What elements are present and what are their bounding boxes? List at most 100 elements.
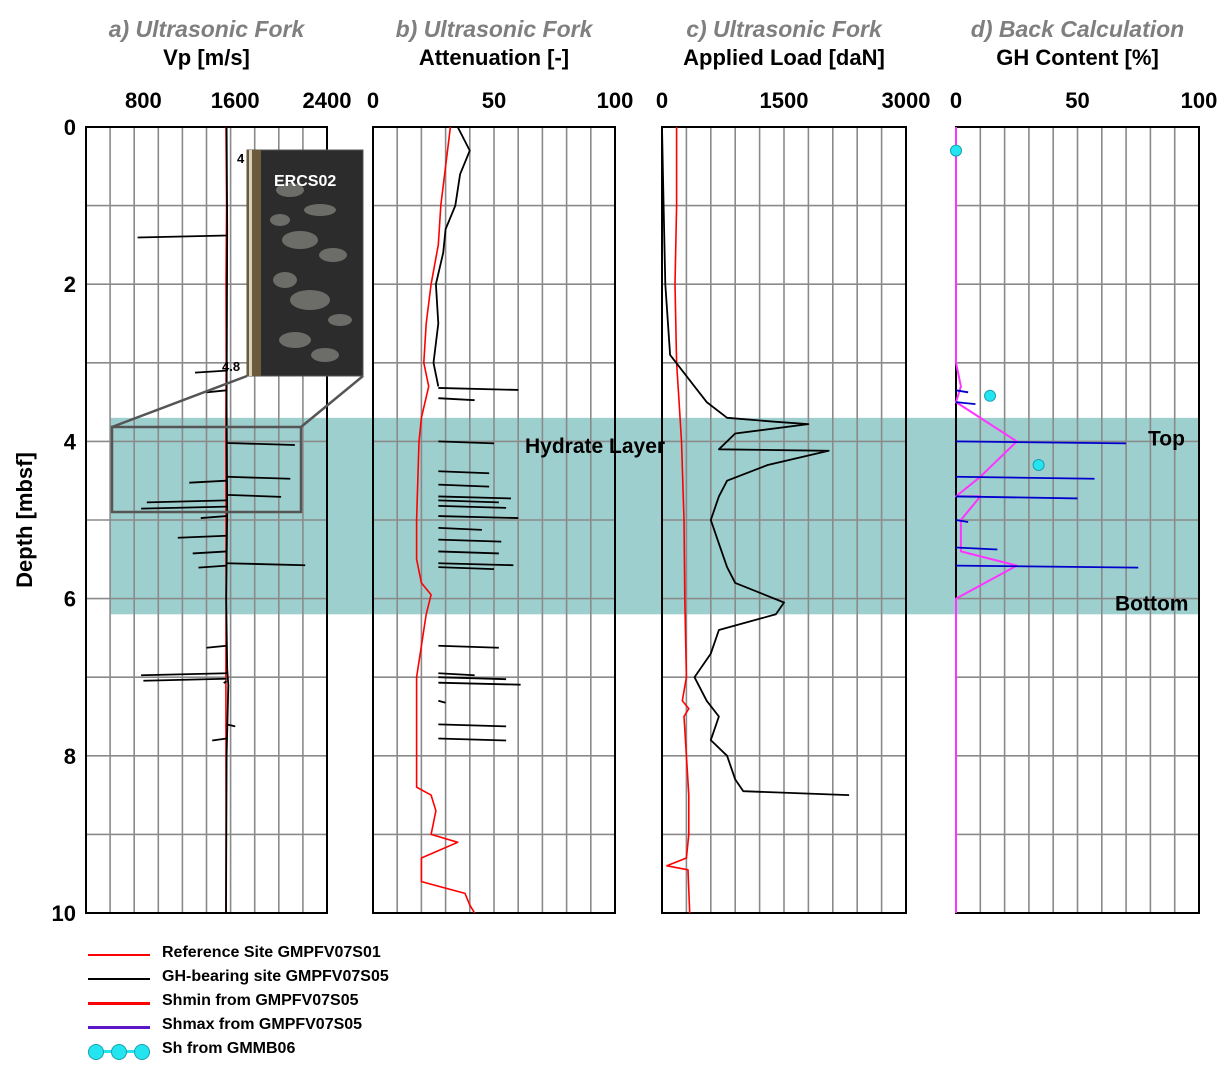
panel-b: 0 50 100 xyxy=(367,88,634,914)
x-tick-label: 50 xyxy=(1065,88,1089,113)
core-bottom-depth-label: 4.8 xyxy=(222,359,240,374)
series-spike xyxy=(438,397,475,402)
series-spike xyxy=(226,475,291,480)
sh-data-point xyxy=(984,389,997,402)
gas-hydrate-nodule xyxy=(304,204,336,216)
panel-subtitle-text: Vp [m/s] xyxy=(163,45,250,70)
legend-label: Reference Site GMPFV07S01 xyxy=(162,944,381,961)
series-spike xyxy=(438,526,482,531)
legend-line-gh-bearing xyxy=(88,978,150,980)
series-line xyxy=(415,126,476,914)
series-spike xyxy=(200,515,227,519)
panel-title-a: a) Ultrasonic Fork Vp [m/s] xyxy=(46,16,367,71)
x-tick-label: 0 xyxy=(656,88,668,113)
x-tick-label: 0 xyxy=(950,88,962,113)
series-spike xyxy=(226,442,295,446)
legend-item-gh-bearing: GH-bearing site GMPFV07S05 xyxy=(88,968,488,992)
y-tick-label: 6 xyxy=(64,587,76,612)
series-spike xyxy=(438,681,521,686)
series-spike xyxy=(438,676,507,681)
gas-hydrate-nodule xyxy=(270,214,290,226)
gas-hydrate-nodule xyxy=(311,348,339,362)
series-spike xyxy=(438,504,507,509)
sh-data-point xyxy=(1032,458,1045,471)
zoom-connector-line xyxy=(111,374,248,429)
series-spike xyxy=(189,479,227,484)
panel-subtitle-text: Attenuation [-] xyxy=(418,45,570,70)
panel-title-text: c) Ultrasonic Fork xyxy=(686,16,882,42)
panel-title-text: a) Ultrasonic Fork xyxy=(108,16,305,42)
series-spike xyxy=(192,550,227,555)
series-spike xyxy=(438,644,499,649)
series-spike xyxy=(212,737,227,742)
legend-line-shmax xyxy=(88,1026,150,1029)
series-spike xyxy=(206,389,227,394)
panel-title-text: d) Back Calculation xyxy=(970,16,1185,42)
legend-item-reference: Reference Site GMPFV07S01 xyxy=(88,944,488,968)
series-spike xyxy=(955,519,969,523)
series-spike xyxy=(438,737,507,742)
legend-label: Shmin from GMPFV07S05 xyxy=(162,992,359,1009)
series-spike xyxy=(198,564,227,569)
core-photo-texture xyxy=(247,150,352,376)
panel-frame xyxy=(372,126,616,914)
panel-title-c: c) Ultrasonic Fork Applied Load [daN] xyxy=(622,16,946,71)
series-spike xyxy=(194,369,227,374)
legend-label: Sh from GMMB06 xyxy=(162,1040,296,1057)
legend-item-shmax: Shmax from GMPFV07S05 xyxy=(88,1016,488,1040)
core-top-depth-label: 4 xyxy=(237,151,245,166)
legend-marker-sh xyxy=(134,1044,150,1060)
series-spike xyxy=(955,475,1095,480)
series-spike xyxy=(438,699,446,704)
x-tick-label: 0 xyxy=(367,88,379,113)
y-tick-label: 2 xyxy=(64,272,76,297)
legend-line-shmin xyxy=(88,1002,150,1005)
series-spike xyxy=(438,550,499,555)
core-photo-inset: ERCS02 4 4.8 xyxy=(110,149,364,514)
legend-marker-sh xyxy=(88,1044,104,1060)
y-axis-label: Depth [mbsf] xyxy=(12,452,37,588)
legend: Reference Site GMPFV07S01 GH-bearing sit… xyxy=(88,944,488,1064)
series-spike xyxy=(438,483,490,488)
x-tick-label: 3000 xyxy=(882,88,931,113)
series-spike xyxy=(955,440,1127,445)
panel-frame xyxy=(661,126,907,914)
x-tick-label: 800 xyxy=(125,88,162,113)
zoom-box xyxy=(110,425,303,514)
legend-label: Shmax from GMPFV07S05 xyxy=(162,1016,363,1033)
x-tick-label: 100 xyxy=(597,88,634,113)
series-spike xyxy=(141,672,227,677)
series-spike xyxy=(438,566,495,571)
legend-marker-sh xyxy=(111,1044,127,1060)
panel-d: 0 50 100 xyxy=(950,88,1218,914)
series-spike xyxy=(226,723,236,728)
series-spike xyxy=(955,495,1078,500)
series-spike xyxy=(438,672,475,677)
x-tick-label: 1500 xyxy=(760,88,809,113)
series-spike xyxy=(226,562,306,567)
series-spike xyxy=(438,562,514,567)
series-spike xyxy=(177,534,227,539)
hydrate-layer-label: Hydrate Layer xyxy=(525,435,665,458)
series-line xyxy=(225,126,230,914)
gas-hydrate-nodule xyxy=(273,272,297,288)
series-spike xyxy=(146,499,227,504)
panel-title-d: d) Back Calculation GH Content [%] xyxy=(916,16,1224,71)
series-spike xyxy=(955,564,1139,569)
legend-line-reference xyxy=(88,954,150,956)
series-line xyxy=(661,126,850,796)
series-spike xyxy=(438,495,511,500)
series-spike xyxy=(137,234,227,239)
panel-title-text: b) Ultrasonic Fork xyxy=(395,16,593,42)
series-spike xyxy=(141,505,227,510)
x-tick-label: 50 xyxy=(482,88,506,113)
core-liner-highlight xyxy=(249,150,252,376)
series-spike xyxy=(438,723,507,728)
series-line xyxy=(432,126,471,387)
series-spike xyxy=(438,538,502,543)
panel-title-b: b) Ultrasonic Fork Attenuation [-] xyxy=(333,16,655,71)
series-spike xyxy=(438,470,490,475)
panel-frame xyxy=(85,126,328,914)
x-tick-label: 100 xyxy=(1181,88,1218,113)
